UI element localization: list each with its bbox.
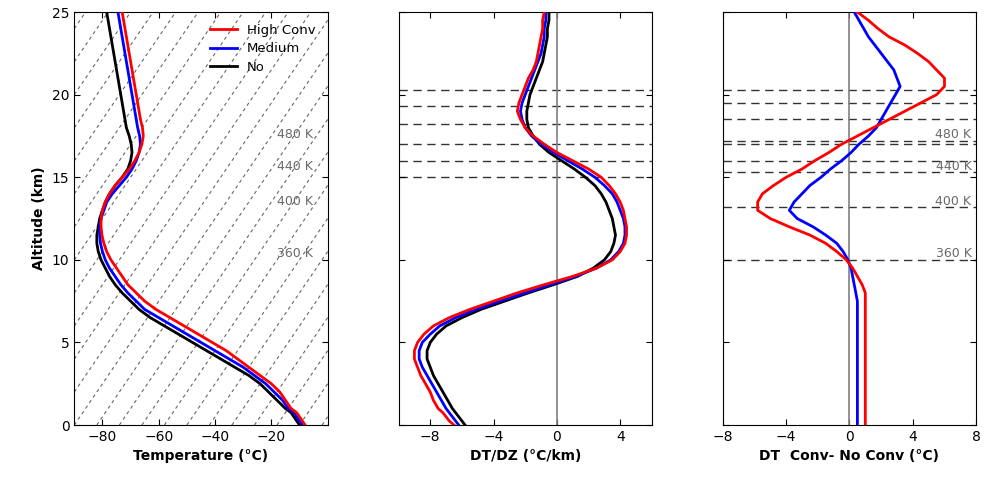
- X-axis label: DT  Conv- No Conv (°C): DT Conv- No Conv (°C): [759, 450, 939, 464]
- Text: 360 K: 360 K: [936, 247, 971, 260]
- Text: 400 K: 400 K: [936, 195, 971, 208]
- Text: 440 K: 440 K: [276, 160, 313, 173]
- Legend: High Conv, Medium, No: High Conv, Medium, No: [205, 19, 321, 79]
- Text: 480 K: 480 K: [936, 128, 971, 142]
- Y-axis label: Altitude (km): Altitude (km): [33, 167, 47, 270]
- Text: 480 K: 480 K: [276, 128, 313, 142]
- Text: 400 K: 400 K: [276, 195, 313, 208]
- X-axis label: Temperature (°C): Temperature (°C): [134, 450, 269, 464]
- Text: 360 K: 360 K: [276, 247, 313, 260]
- X-axis label: DT/DZ (°C/km): DT/DZ (°C/km): [470, 450, 581, 464]
- Text: 440 K: 440 K: [936, 160, 971, 173]
